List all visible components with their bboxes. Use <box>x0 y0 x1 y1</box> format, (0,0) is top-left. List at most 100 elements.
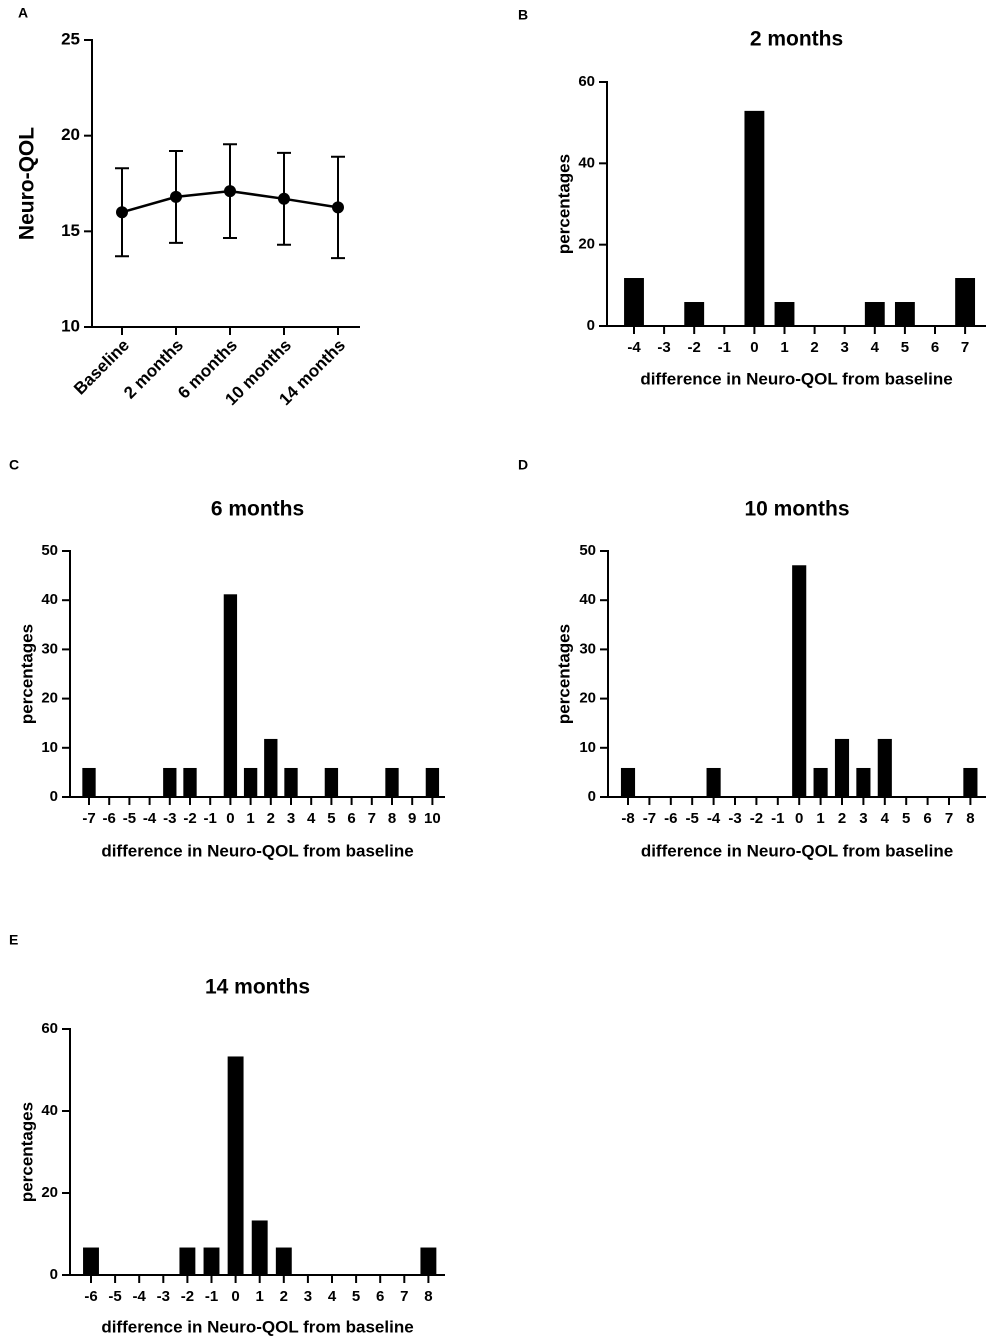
bar <box>864 302 885 326</box>
bar <box>227 1056 244 1275</box>
bar <box>856 767 871 797</box>
bar <box>385 767 399 797</box>
x-tick-label: 0 <box>226 810 234 827</box>
y-tick-label: 30 <box>41 640 58 657</box>
bar <box>425 767 440 797</box>
x-tick-label: -4 <box>627 339 641 356</box>
bar <box>163 767 177 797</box>
x-tick-label: 6 <box>923 810 931 827</box>
x-axis-label: difference in Neuro-QOL from baseline <box>101 1317 413 1336</box>
y-tick-label: 10 <box>61 316 80 335</box>
x-tick-label: 2 <box>838 810 846 827</box>
x-tick-label: 6 <box>931 339 939 356</box>
x-tick-label: 8 <box>966 810 974 827</box>
y-tick-label: 20 <box>41 1184 58 1201</box>
x-tick-label: -3 <box>728 810 741 827</box>
x-tick-label: -4 <box>143 810 157 827</box>
bar <box>774 302 795 326</box>
y-tick-label: 0 <box>50 1266 58 1283</box>
x-tick-label: -8 <box>621 810 634 827</box>
x-tick-label: -5 <box>686 810 699 827</box>
x-tick-label: -7 <box>643 810 656 827</box>
chart-title: 14 months <box>205 976 310 999</box>
x-tick-label: -1 <box>771 810 784 827</box>
x-tick-label: 10 <box>424 810 441 827</box>
x-tick-label: 6 <box>347 810 355 827</box>
bar <box>834 738 850 797</box>
x-tick-label: 7 <box>945 810 953 827</box>
x-tick-label: 5 <box>902 810 910 827</box>
marker <box>116 206 128 219</box>
x-tick-label: 4 <box>307 810 316 827</box>
y-tick-label: 0 <box>50 788 58 805</box>
y-tick-label: 50 <box>41 542 58 559</box>
x-tick-label: -2 <box>750 810 763 827</box>
x-tick-label: 3 <box>841 339 849 356</box>
x-tick-label: 5 <box>327 810 335 827</box>
x-tick-label: -7 <box>82 810 95 827</box>
x-tick-label: 1 <box>816 810 824 827</box>
y-tick-label: 40 <box>579 591 596 608</box>
bar <box>684 302 705 326</box>
y-tick-label: 0 <box>588 788 596 805</box>
x-tick-label: 1 <box>780 339 788 356</box>
bar <box>179 1247 196 1275</box>
bar <box>624 278 644 326</box>
marker <box>224 185 236 198</box>
x-tick-label: 7 <box>400 1288 408 1305</box>
chart-title: 6 months <box>211 498 304 521</box>
x-tick-label: -2 <box>181 1288 194 1305</box>
x-tick-label: 1 <box>256 1288 264 1305</box>
x-tick-label: -5 <box>123 810 136 827</box>
y-tick-label: 20 <box>579 690 596 707</box>
bar <box>792 565 807 797</box>
x-tick-label: 7 <box>368 810 376 827</box>
bar <box>83 1247 99 1275</box>
x-tick-label: 3 <box>287 810 295 827</box>
bar <box>420 1247 437 1275</box>
x-tick-label: 8 <box>424 1288 432 1305</box>
chart-title: 2 months <box>750 28 843 51</box>
x-tick-label: -4 <box>707 810 721 827</box>
x-tick-label: 1 <box>246 810 254 827</box>
x-tick-label: 0 <box>795 810 803 827</box>
y-tick-label: 20 <box>578 236 595 253</box>
y-tick-label: 25 <box>61 29 80 48</box>
x-axis-label: difference in Neuro-QOL from baseline <box>641 841 953 860</box>
y-tick-label: 30 <box>579 640 596 657</box>
y-tick-label: 60 <box>41 1020 58 1037</box>
bar <box>251 1220 268 1275</box>
bar <box>82 767 96 797</box>
bar <box>223 594 238 797</box>
x-tick-label: -5 <box>108 1288 121 1305</box>
y-axis-label: percentages <box>554 154 573 254</box>
bar <box>284 767 298 797</box>
bar <box>203 1247 220 1275</box>
marker <box>278 192 290 205</box>
x-tick-label: 3 <box>304 1288 312 1305</box>
y-tick-label: 40 <box>41 591 58 608</box>
y-axis-label: percentages <box>17 624 36 724</box>
y-axis-label: percentages <box>554 624 573 724</box>
y-tick-label: 0 <box>587 317 595 334</box>
x-tick-label: 0 <box>750 339 758 356</box>
x-tick-label: 4 <box>328 1288 337 1305</box>
panel-letter: C <box>9 457 19 473</box>
bar <box>324 767 339 797</box>
bar <box>955 278 976 326</box>
x-tick-label: -6 <box>664 810 677 827</box>
x-tick-label: -1 <box>204 810 217 827</box>
x-tick-label: 5 <box>901 339 909 356</box>
x-tick-label: 4 <box>881 810 890 827</box>
bar <box>894 302 915 326</box>
panel-letter: D <box>518 457 528 473</box>
x-axis-label: difference in Neuro-QOL from baseline <box>101 841 413 860</box>
x-tick-label: -1 <box>205 1288 218 1305</box>
x-tick-label: -3 <box>157 1288 170 1305</box>
marker <box>332 201 344 214</box>
x-tick-label: 2 <box>810 339 818 356</box>
bar <box>275 1247 292 1275</box>
panel-letter: A <box>18 5 28 21</box>
x-tick-label: -2 <box>183 810 196 827</box>
